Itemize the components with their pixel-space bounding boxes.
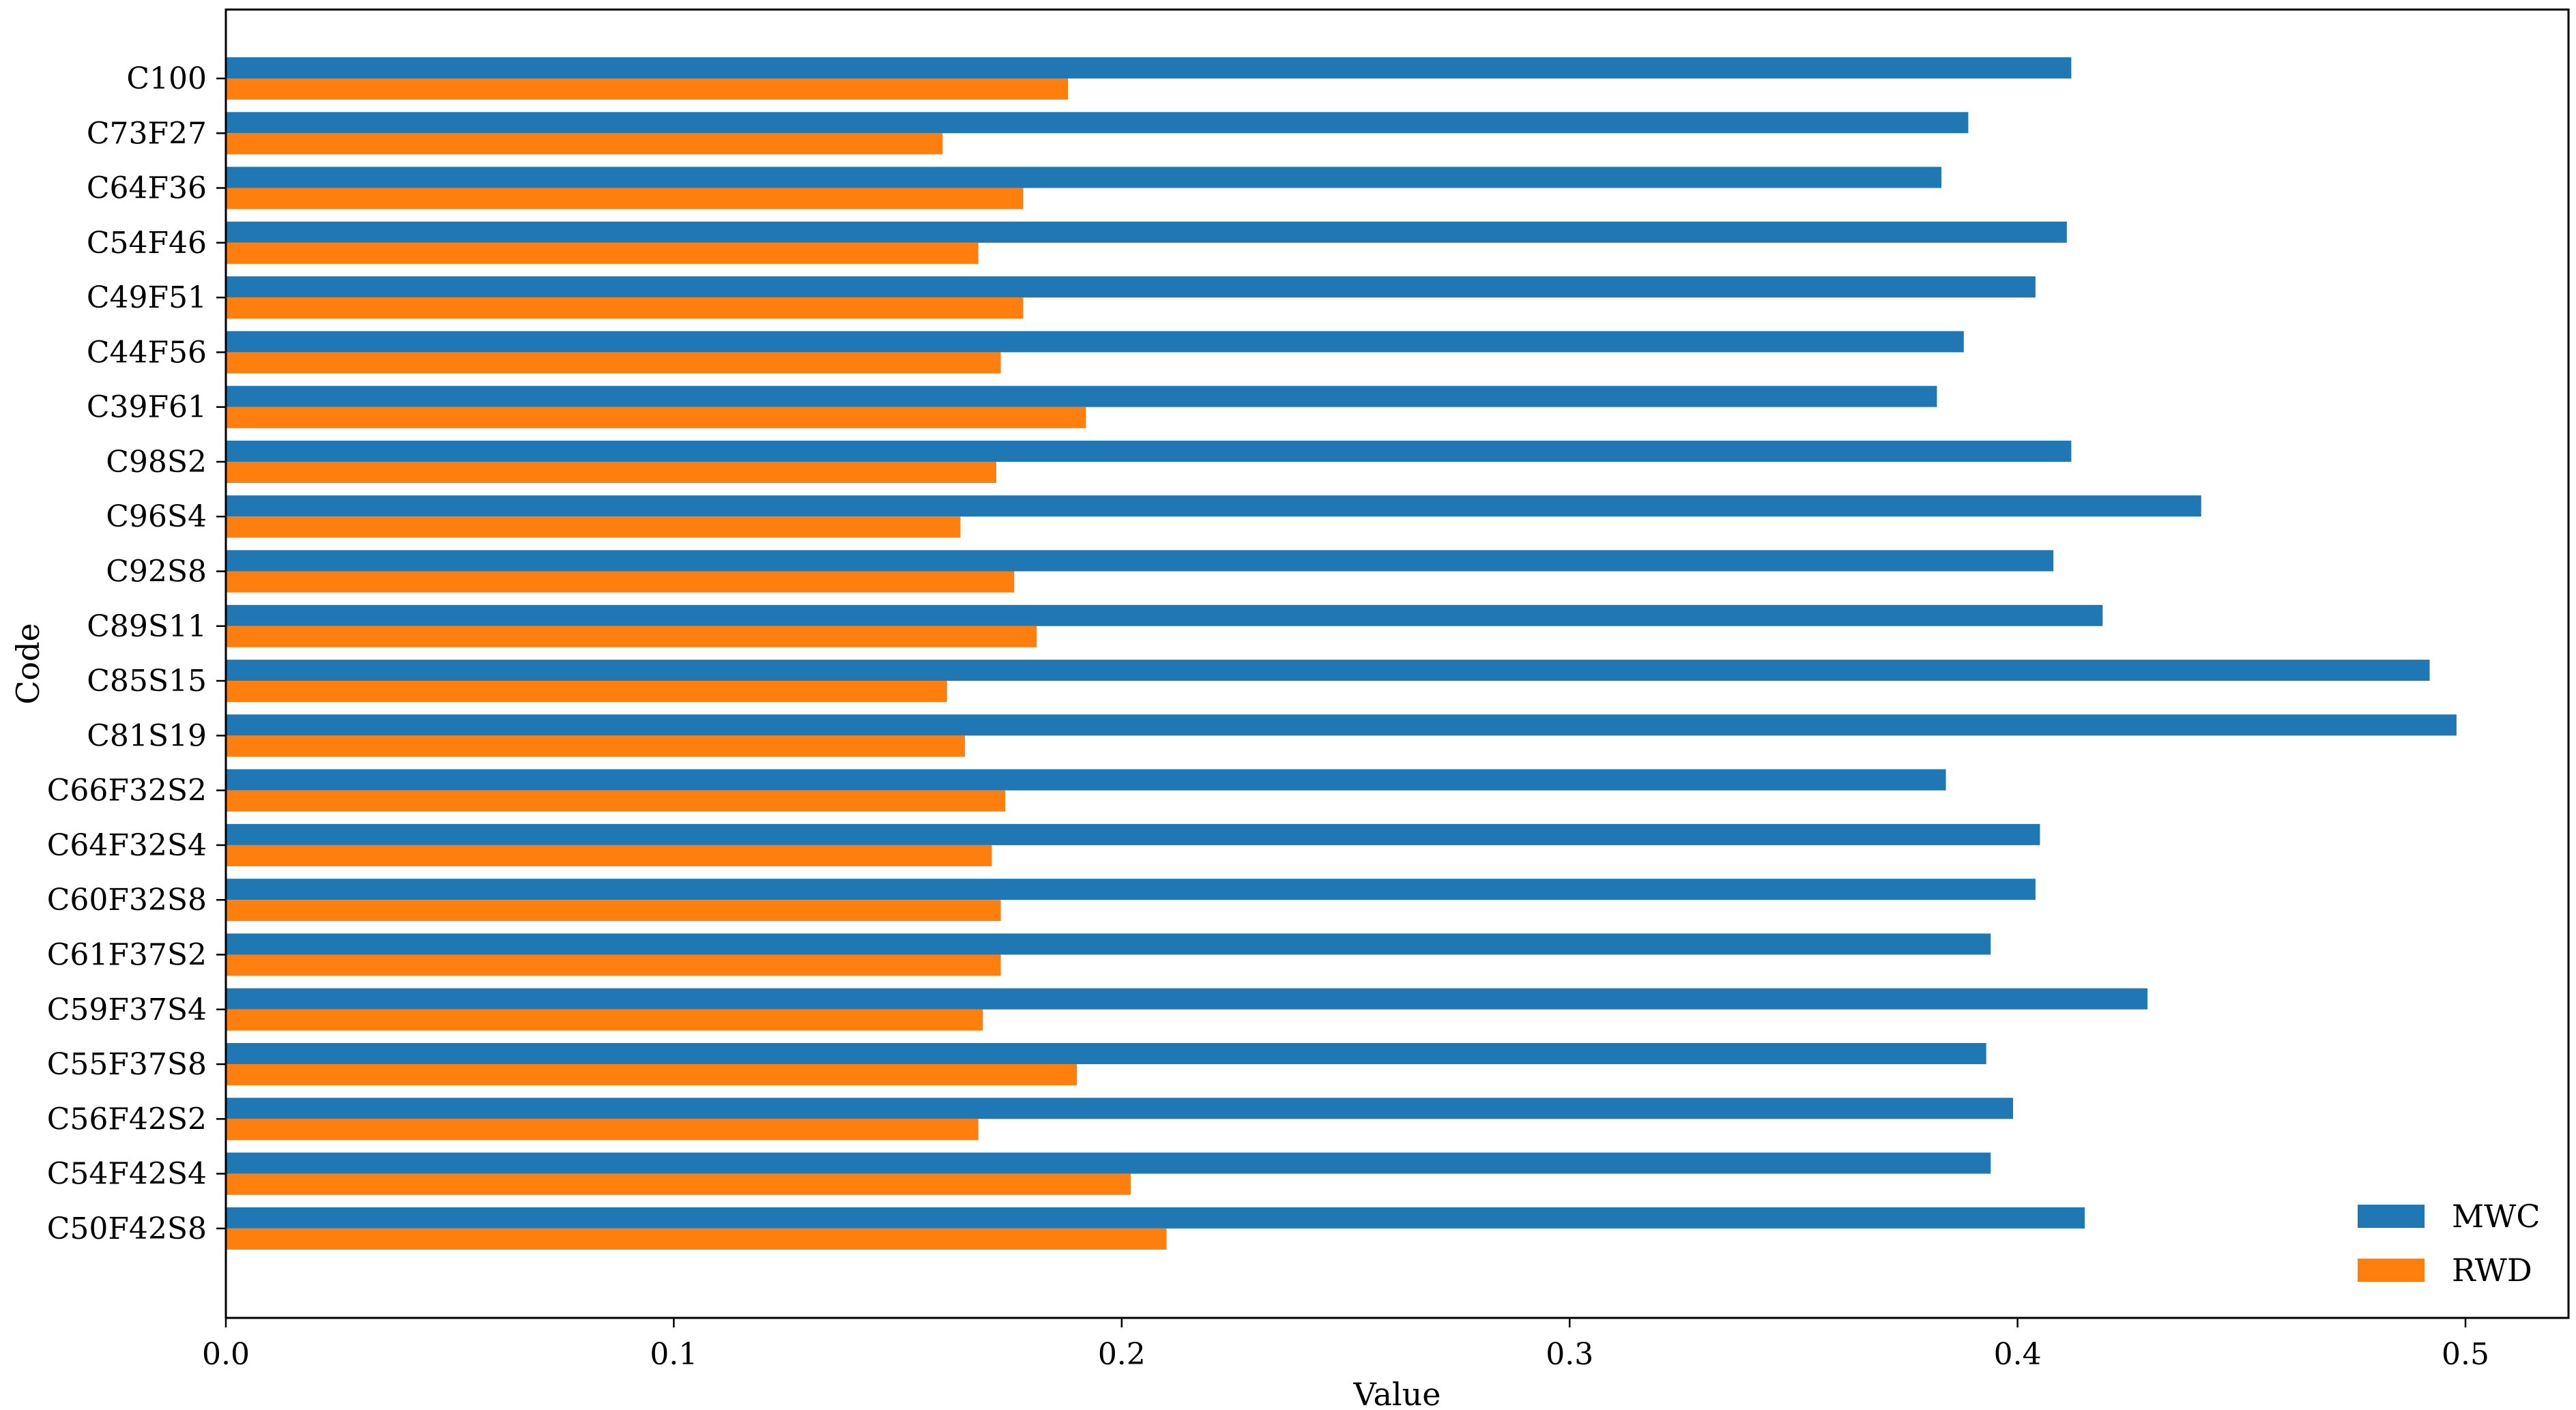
bar-mwc-c59f37s4 — [226, 988, 2147, 1010]
bar-mwc-c98s2 — [226, 440, 2072, 462]
y-tick-label: C89S11 — [87, 609, 207, 644]
bar-rwd-c59f37s4 — [226, 1009, 983, 1031]
bar-mwc-c66f32s2 — [226, 769, 1946, 791]
legend-swatch-rwd — [2358, 1259, 2425, 1282]
bar-mwc-c64f36 — [226, 166, 1942, 188]
bar-mwc-c44f56 — [226, 331, 1964, 353]
y-tick-label: C56F42S2 — [47, 1102, 207, 1136]
bar-rwd-c50f42s8 — [226, 1228, 1167, 1250]
bar-mwc-c50f42s8 — [226, 1207, 2085, 1229]
y-tick-label: C85S15 — [87, 664, 207, 699]
y-tick-label: C50F42S8 — [47, 1211, 207, 1246]
y-tick-label: C54F42S4 — [47, 1157, 207, 1192]
bar-rwd-c73f27 — [226, 133, 943, 155]
y-tick-label: C81S19 — [87, 718, 207, 753]
bar-mwc-c96s4 — [226, 495, 2201, 517]
y-tick-label: C64F36 — [87, 171, 207, 206]
bar-rwd-c100 — [226, 78, 1069, 100]
y-axis: C100 C73F27 C64F36 C54F46 C49F51 C44F56 C39F61… — [47, 61, 226, 1246]
legend-swatch-mwc — [2358, 1205, 2425, 1228]
bar-mwc-c100 — [226, 57, 2072, 78]
bar-mwc-c55f37s8 — [226, 1043, 1986, 1065]
bar-mwc-c54f42s4 — [226, 1152, 1991, 1174]
legend: MWC RWD — [2358, 1198, 2541, 1289]
bar-rwd-c39f61 — [226, 407, 1086, 428]
legend-label-rwd: RWD — [2452, 1252, 2532, 1289]
x-axis: 0.0 0.1 0.2 0.3 0.4 0.5 — [202, 1318, 2489, 1372]
bar-mwc-c56f42s2 — [226, 1098, 2014, 1119]
bar-rwd-c55f37s8 — [226, 1064, 1077, 1086]
y-tick-label: C100 — [126, 61, 207, 96]
bar-rwd-c44f56 — [226, 352, 1001, 374]
plot-frame — [225, 8, 2570, 1319]
bar-rwd-c96s4 — [226, 516, 961, 538]
y-tick-label: C64F32S4 — [47, 828, 207, 863]
bar-rwd-c61f37s2 — [226, 954, 1001, 976]
x-tick-label: 0.3 — [1546, 1337, 1593, 1372]
y-tick-label: C73F27 — [87, 116, 207, 151]
x-tick-label: 0.5 — [2442, 1337, 2489, 1372]
legend-label-mwc: MWC — [2452, 1198, 2541, 1235]
y-tick-label: C59F37S4 — [47, 993, 207, 1027]
x-tick-label: 0.2 — [1098, 1337, 1146, 1372]
bar-mwc-c89s11 — [226, 604, 2103, 626]
bar-mwc-c49f51 — [226, 276, 2036, 298]
bar-rwd-c66f32s2 — [226, 790, 1006, 812]
bar-rwd-c56f42s2 — [226, 1119, 979, 1141]
x-axis-title: Value — [1353, 1376, 1441, 1410]
bar-rwd-c64f36 — [226, 188, 1024, 209]
bar-mwc-c85s15 — [226, 660, 2430, 681]
y-axis-title: Code — [10, 623, 46, 705]
bar-rwd-c98s2 — [226, 461, 997, 483]
bar-mwc-c64f32s4 — [226, 823, 2040, 845]
y-tick-label: C66F32S2 — [47, 774, 207, 808]
bar-rwd-c85s15 — [226, 681, 947, 703]
bar-rwd-c54f46 — [226, 242, 979, 264]
bar-mwc-c61f37s2 — [226, 933, 1991, 955]
bar-rwd-c64f32s4 — [226, 844, 992, 866]
y-tick-label: C54F46 — [87, 226, 207, 261]
y-tick-label: C39F61 — [87, 390, 207, 425]
bar-mwc-c54f46 — [226, 221, 2067, 243]
x-tick-label: 0.0 — [202, 1337, 250, 1372]
bar-rwd-c89s11 — [226, 626, 1037, 647]
bar-rwd-c92s8 — [226, 571, 1015, 593]
bar-rwd-c60f32s8 — [226, 900, 1001, 922]
x-tick-label: 0.4 — [1994, 1337, 2042, 1372]
y-tick-label: C61F37S2 — [47, 937, 207, 972]
bars-layer — [226, 57, 2457, 1250]
bar-mwc-c73f27 — [226, 112, 1969, 134]
bar-mwc-c60f32s8 — [226, 879, 2036, 900]
y-tick-label: C49F51 — [87, 280, 207, 315]
y-tick-label: C60F32S8 — [47, 883, 207, 917]
y-tick-label: C96S4 — [106, 499, 207, 534]
bar-rwd-c49f51 — [226, 297, 1024, 319]
bar-mwc-c39f61 — [226, 385, 1937, 407]
bar-rwd-c54f42s4 — [226, 1173, 1131, 1195]
bar-rwd-c81s19 — [226, 735, 966, 757]
y-tick-label: C55F37S8 — [47, 1047, 207, 1082]
bar-mwc-c92s8 — [226, 550, 2054, 572]
y-tick-label: C92S8 — [106, 555, 207, 589]
y-tick-label: C98S2 — [106, 445, 207, 480]
bar-mwc-c81s19 — [226, 714, 2457, 736]
y-tick-label: C44F56 — [87, 335, 207, 370]
x-tick-label: 0.1 — [650, 1337, 697, 1372]
